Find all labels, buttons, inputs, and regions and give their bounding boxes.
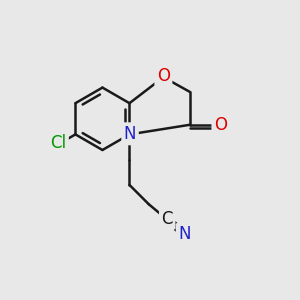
Text: O: O (157, 67, 170, 85)
Text: Cl: Cl (50, 134, 66, 152)
Text: C: C (161, 209, 173, 227)
Text: N: N (124, 125, 136, 143)
Text: N: N (178, 225, 191, 243)
Text: O: O (214, 116, 227, 134)
